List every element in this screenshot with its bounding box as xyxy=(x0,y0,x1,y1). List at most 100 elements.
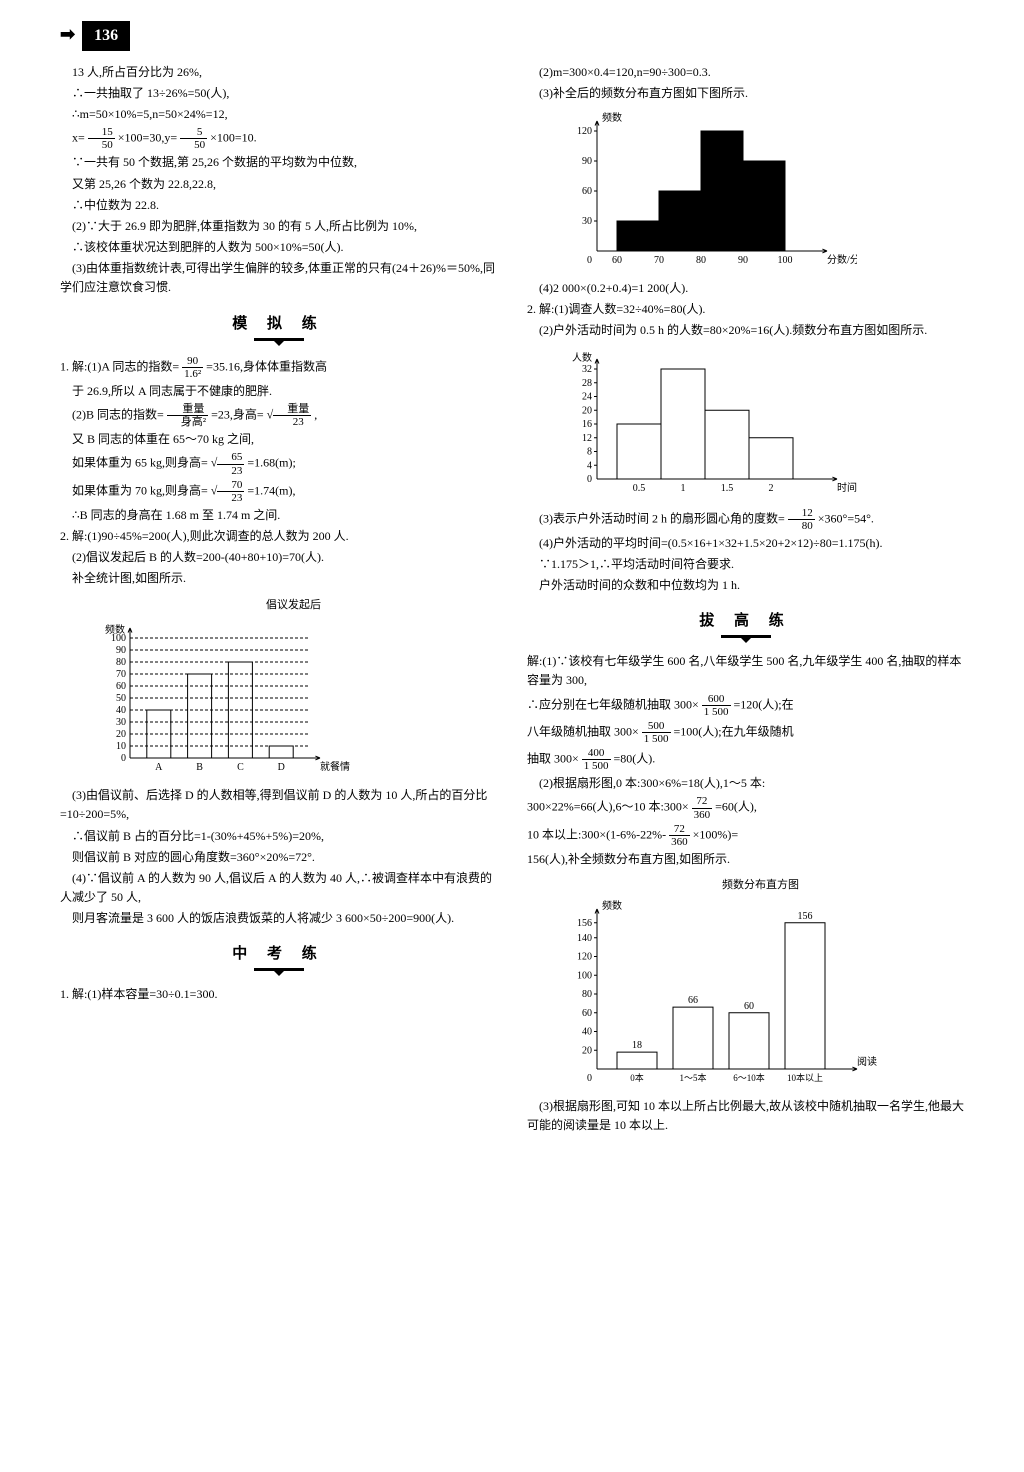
svg-text:60: 60 xyxy=(116,681,126,692)
svg-text:D: D xyxy=(278,762,285,773)
svg-text:40: 40 xyxy=(582,1026,592,1037)
text-line: 又 B 同志的体重在 65～70 kg 之间, xyxy=(60,430,497,449)
section-title: 模 拟 练 xyxy=(60,312,497,336)
text-line: 1. 解:(1)样本容量=30÷0.1=300. xyxy=(60,985,497,1004)
text-line: (3)由倡议前、后选择 D 的人数相等,得到倡议前 D 的人数为 10 人,所占… xyxy=(60,786,497,824)
text-line: (3)补全后的频数分布直方图如下图所示. xyxy=(527,84,964,103)
svg-text:40: 40 xyxy=(116,705,126,716)
fraction: 901.6² xyxy=(182,355,203,380)
left-column: 13 人,所占百分比为 26%, ∴一共抽取了 13÷26%=50(人), ∴m… xyxy=(60,63,497,1137)
text-line: 八年级随机抽取 300× 5001 500 =100(人);在九年级随机 xyxy=(527,720,964,745)
chart-svg: 频数就餐情况1020304050607080901000ABCD xyxy=(90,618,350,778)
text-line: 156(人),补全频数分布直方图,如图所示. xyxy=(527,850,964,869)
svg-text:频数: 频数 xyxy=(602,111,622,124)
svg-text:100: 100 xyxy=(577,970,592,981)
section-title: 拔 高 练 xyxy=(527,609,964,633)
text-line: (2)m=300×0.4=120,n=90÷300=0.3. xyxy=(527,63,964,82)
svg-text:16: 16 xyxy=(582,419,592,430)
text-fragment: ∴应分别在七年级随机抽取 300× xyxy=(527,697,699,711)
text-line: ∴m=50×10%=5,n=50×24%=12, xyxy=(60,105,497,124)
text-line: 如果体重为 65 kg,则身高= √6523 =1.68(m); xyxy=(60,451,497,476)
text-line: ∴中位数为 22.8. xyxy=(60,196,497,215)
fraction: 7023 xyxy=(217,479,244,504)
text-line: 于 26.9,所以 A 同志属于不健康的肥胖. xyxy=(60,382,497,401)
fraction: 重量身高² xyxy=(167,403,208,428)
svg-text:100: 100 xyxy=(778,255,793,266)
svg-text:50: 50 xyxy=(116,693,126,704)
svg-text:90: 90 xyxy=(738,255,748,266)
svg-text:140: 140 xyxy=(577,932,592,943)
svg-text:就餐情况: 就餐情况 xyxy=(320,760,350,773)
text-line: 300×22%=66(人),6～10 本:300× 72360 =60(人), xyxy=(527,795,964,820)
svg-text:B: B xyxy=(196,762,203,773)
text-fragment: =80(人). xyxy=(614,751,656,765)
bar-chart-4: 频数分布直方图 频数阅读量204060801001201401560180本66… xyxy=(557,877,964,1089)
text-line: ∴一共抽取了 13÷26%=50(人), xyxy=(60,84,497,103)
text-line: (3)根据扇形图,可知 10 本以上所占比例最大,故从该校中随机抽取一名学生,他… xyxy=(527,1097,964,1135)
text-fragment: ×100=30,y= xyxy=(118,131,177,145)
svg-text:18: 18 xyxy=(632,1040,642,1051)
svg-text:6～10本: 6～10本 xyxy=(733,1072,765,1083)
text-fragment: =100(人);在九年级随机 xyxy=(674,724,794,738)
svg-text:70: 70 xyxy=(116,669,126,680)
text-line: 2. 解:(1)调查人数=32÷40%=80(人). xyxy=(527,300,964,319)
svg-text:0本: 0本 xyxy=(630,1072,644,1083)
text-fragment: 如果体重为 65 kg,则身高= xyxy=(72,456,208,470)
svg-text:10本以上: 10本以上 xyxy=(787,1072,823,1083)
svg-text:2: 2 xyxy=(769,483,774,494)
text-line: (2)∵大于 26.9 即为肥胖,体重指数为 30 的有 5 人,所占比例为 1… xyxy=(60,217,497,236)
svg-text:70: 70 xyxy=(654,255,664,266)
fraction: 1550 xyxy=(88,126,115,151)
page-header: ➡ 136 xyxy=(60,20,964,63)
text-line: 10 本以上:300×(1-6%-22%- 72360 ×100%)= xyxy=(527,823,964,848)
text-line: 抽取 300× 4001 500 =80(人). xyxy=(527,747,964,772)
text-fragment: 300×22%=66(人),6～10 本:300× xyxy=(527,800,689,814)
svg-text:10: 10 xyxy=(116,741,126,752)
svg-text:120: 120 xyxy=(577,951,592,962)
fraction: 550 xyxy=(180,126,207,151)
section-underline xyxy=(254,338,304,341)
text-fragment: =120(人);在 xyxy=(734,697,794,711)
svg-text:156: 156 xyxy=(577,917,592,928)
text-line: 则月客流量是 3 600 人的饭店浪费饭菜的人将减少 3 600×50÷200=… xyxy=(60,909,497,928)
text-line: (3)表示户外活动时间 2 h 的扇形圆心角的度数= 1280 ×360°=54… xyxy=(527,507,964,532)
columns: 13 人,所占百分比为 26%, ∴一共抽取了 13÷26%=50(人), ∴m… xyxy=(60,63,964,1137)
svg-text:60: 60 xyxy=(744,1000,754,1011)
text-fragment: 八年级随机抽取 300× xyxy=(527,724,639,738)
text-line: 13 人,所占百分比为 26%, xyxy=(60,63,497,82)
fraction: 重量23 xyxy=(273,403,311,428)
text-line: ∵一共有 50 个数据,第 25,26 个数据的平均数为中位数, xyxy=(60,153,497,172)
chart-svg: 人数时间/h4812162024283200.511.52 xyxy=(557,349,857,499)
svg-text:32: 32 xyxy=(582,364,592,375)
text-fragment: =1.74(m), xyxy=(247,483,295,497)
svg-text:分数/分: 分数/分 xyxy=(827,253,857,266)
text-line: 解:(1)∵该校有七年级学生 600 名,八年级学生 500 名,九年级学生 4… xyxy=(527,652,964,690)
svg-text:100: 100 xyxy=(111,633,126,644)
text-line: ∴该校体重状况达到肥胖的人数为 500×10%=50(人). xyxy=(60,238,497,257)
text-fragment: 抽取 300× xyxy=(527,751,579,765)
svg-text:30: 30 xyxy=(582,216,592,227)
text-fragment: ×100=10. xyxy=(210,131,257,145)
svg-text:0: 0 xyxy=(587,1073,592,1084)
text-fragment: (3)表示户外活动时间 2 h 的扇形圆心角的度数= xyxy=(539,511,785,525)
text-line: ∴应分别在七年级随机抽取 300× 6001 500 =120(人);在 xyxy=(527,693,964,718)
text-fragment: =35.16,身体体重指数高 xyxy=(206,359,327,373)
svg-text:A: A xyxy=(155,762,163,773)
svg-text:66: 66 xyxy=(688,995,698,1006)
bar-chart-3: 人数时间/h4812162024283200.511.52 xyxy=(557,349,964,499)
svg-text:12: 12 xyxy=(582,432,592,443)
svg-text:1: 1 xyxy=(681,483,686,494)
chart-title: 倡议发起后 xyxy=(90,597,497,615)
right-column: (2)m=300×0.4=120,n=90÷300=0.3. (3)补全后的频数… xyxy=(527,63,964,1137)
text-line: x= 1550 ×100=30,y= 550 ×100=10. xyxy=(60,126,497,151)
svg-text:1～5本: 1～5本 xyxy=(679,1072,706,1083)
text-line: (4)2 000×(0.2+0.4)=1 200(人). xyxy=(527,279,964,298)
svg-text:20: 20 xyxy=(116,729,126,740)
svg-text:80: 80 xyxy=(582,989,592,1000)
fraction: 4001 500 xyxy=(582,747,611,772)
text-line: (2)户外活动时间为 0.5 h 的人数=80×20%=16(人).频数分布直方… xyxy=(527,321,964,340)
text-fragment: 10 本以上:300×(1-6%-22%- xyxy=(527,827,666,841)
text-line: 则倡议前 B 对应的圆心角度数=360°×20%=72°. xyxy=(60,848,497,867)
text-line: 又第 25,26 个数为 22.8,22.8, xyxy=(60,175,497,194)
text-fragment: 1. 解:(1)A 同志的指数= xyxy=(60,359,179,373)
